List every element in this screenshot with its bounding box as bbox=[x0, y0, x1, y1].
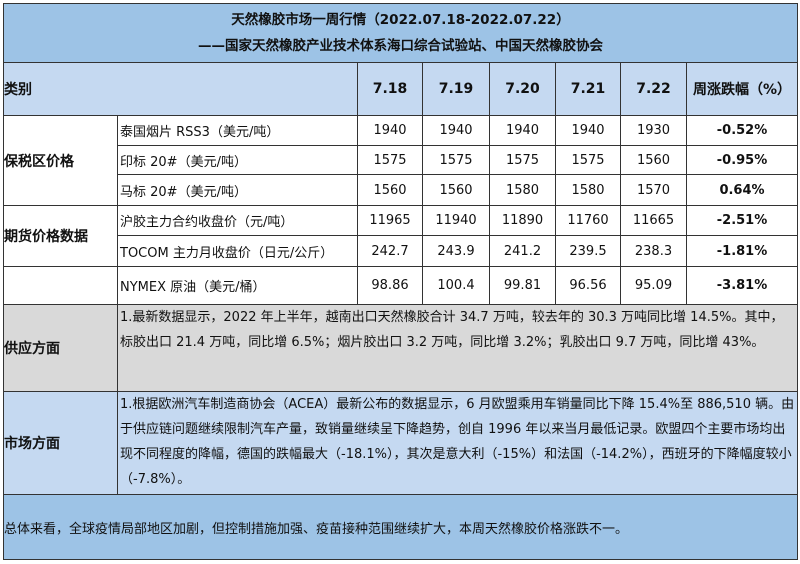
weekly-change: -0.52% bbox=[686, 115, 798, 146]
supply-text: 1.最新数据显示，2022 年上半年，越南出口天然橡胶合计 34.7 万吨，较去… bbox=[117, 304, 798, 392]
weekly-change: 0.64% bbox=[686, 174, 798, 206]
item-name: TOCOM 主力月收盘价（日元/公斤） bbox=[117, 235, 358, 267]
weekly-change: -3.81% bbox=[686, 266, 798, 305]
group-label: 期货价格数据 bbox=[3, 205, 118, 267]
report-title: 天然橡胶市场一周行情（2022.07.18-2022.07.22） bbox=[231, 12, 570, 28]
report-subtitle: ——国家天然橡胶产业技术体系海口综合试验站、中国天然橡胶协会 bbox=[198, 38, 603, 54]
price-value: 1940 bbox=[489, 115, 556, 146]
table-row: TOCOM 主力月收盘价（日元/公斤） 242.7 243.9 241.2 239.5 2… bbox=[4, 235, 798, 267]
header-date: 7.19 bbox=[422, 62, 490, 116]
price-value: 243.9 bbox=[422, 235, 490, 267]
price-value: 11760 bbox=[555, 205, 621, 236]
price-value: 1560 bbox=[357, 174, 423, 206]
price-value: 1575 bbox=[357, 145, 423, 175]
header-category: 类别 bbox=[3, 62, 358, 116]
weekly-change: -0.95% bbox=[686, 145, 798, 175]
price-value: 242.7 bbox=[357, 235, 423, 267]
group-label bbox=[3, 266, 118, 305]
price-value: 96.56 bbox=[555, 266, 621, 305]
header-date: 7.18 bbox=[357, 62, 423, 116]
header-date: 7.22 bbox=[620, 62, 687, 116]
table-row: 马标 20#（美元/吨） 1560 1560 1580 1580 1570 0.64% bbox=[4, 174, 798, 206]
price-value: 1940 bbox=[357, 115, 423, 146]
weekly-change: -2.51% bbox=[686, 205, 798, 236]
price-value: 1575 bbox=[489, 145, 556, 175]
table-row: NYMEX 原油（美元/桶） 98.86 100.4 99.81 96.56 95.09-… bbox=[3, 266, 798, 305]
item-name: 沪胶主力合约收盘价（元/吨） bbox=[117, 205, 358, 236]
group-label: 保税区价格 bbox=[3, 115, 118, 206]
item-name: NYMEX 原油（美元/桶） bbox=[117, 266, 358, 305]
weekly-change: -1.81% bbox=[686, 235, 798, 267]
price-value: 1930 bbox=[620, 115, 687, 146]
price-value: 95.09 bbox=[620, 266, 687, 305]
market-text: 1.根据欧洲汽车制造商协会（ACEA）最新公布的数据显示，6 月欧盟乘用车销量同… bbox=[117, 391, 798, 495]
price-value: 1580 bbox=[555, 174, 621, 206]
table-row: 期货价格数据 沪胶主力合约收盘价（元/吨） 11965 11940 11890 11760… bbox=[3, 205, 798, 267]
supply-label: 供应方面 bbox=[3, 304, 118, 392]
price-value: 1570 bbox=[620, 174, 687, 206]
item-name: 印标 20#（美元/吨） bbox=[117, 145, 358, 175]
header-date: 7.21 bbox=[555, 62, 621, 116]
price-value: 100.4 bbox=[422, 266, 490, 305]
price-value: 1575 bbox=[555, 145, 621, 175]
price-value: 1575 bbox=[422, 145, 490, 175]
item-name: 泰国烟片 RSS3（美元/吨） bbox=[117, 115, 358, 146]
price-value: 11890 bbox=[489, 205, 556, 236]
header-date: 7.20 bbox=[489, 62, 556, 116]
price-value: 11965 bbox=[357, 205, 423, 236]
price-value: 1940 bbox=[555, 115, 621, 146]
summary-text: 总体来看，全球疫情局部地区加剧，但控制措施加强、疫苗接种范围继续扩大，本周天然橡… bbox=[3, 494, 798, 560]
table-row: 保税区价格 泰国烟片 RSS3（美元/吨） 1940 1940 1940 1940 1930… bbox=[3, 115, 798, 206]
price-value: 99.81 bbox=[489, 266, 556, 305]
price-value: 238.3 bbox=[620, 235, 687, 267]
price-value: 1940 bbox=[422, 115, 490, 146]
market-table: 天然橡胶市场一周行情（2022.07.18-2022.07.22） ——国家天然… bbox=[3, 3, 798, 560]
title-cell: 天然橡胶市场一周行情（2022.07.18-2022.07.22） ——国家天然… bbox=[3, 3, 798, 63]
table-row: 印标 20#（美元/吨） 1575 1575 1575 1575 1560 -0.95% bbox=[4, 145, 798, 175]
header-change: 周涨跌幅（%） bbox=[686, 62, 798, 116]
rubber-market-weekly-report: 天然橡胶市场一周行情（2022.07.18-2022.07.22） ——国家天然… bbox=[3, 3, 798, 560]
price-value: 1580 bbox=[489, 174, 556, 206]
price-value: 11940 bbox=[422, 205, 490, 236]
price-value: 11665 bbox=[620, 205, 687, 236]
market-label: 市场方面 bbox=[3, 391, 118, 495]
price-value: 1560 bbox=[620, 145, 687, 175]
price-value: 241.2 bbox=[489, 235, 556, 267]
price-value: 239.5 bbox=[555, 235, 621, 267]
item-name: 马标 20#（美元/吨） bbox=[117, 174, 358, 206]
price-value: 1560 bbox=[422, 174, 490, 206]
price-value: 98.86 bbox=[357, 266, 423, 305]
